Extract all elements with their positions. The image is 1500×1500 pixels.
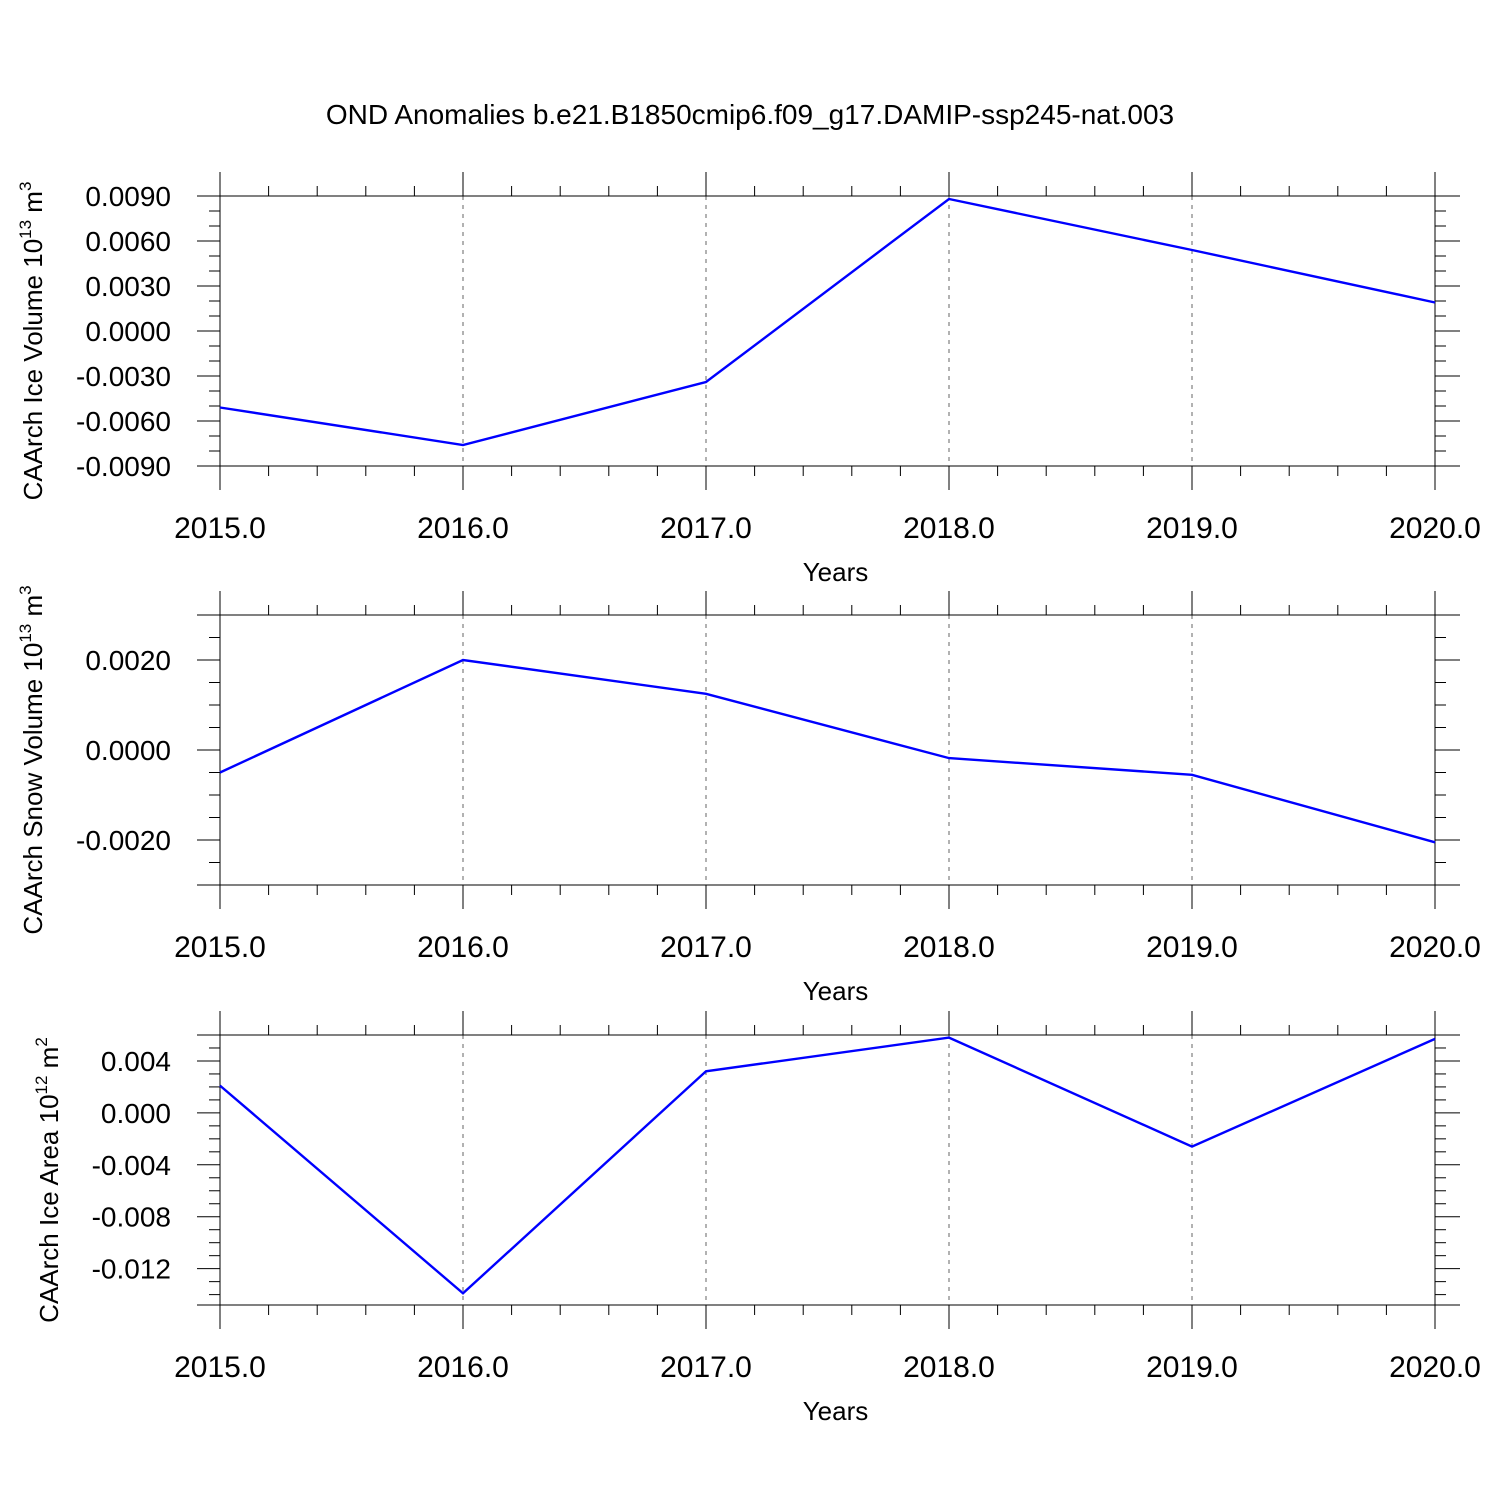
y-axis-title-exponent: 13	[16, 624, 35, 643]
y-axis-title: CAArch Snow Volume 1013 m3	[16, 585, 48, 934]
y-tick-label: 0.0030	[85, 271, 171, 302]
y-axis-title-exponent: 12	[32, 1076, 51, 1095]
series-line	[219, 658, 1436, 844]
y-axis-title-unit: m	[18, 191, 48, 220]
y-axis-title-unit-exponent: 3	[16, 182, 35, 191]
y-axis-title-unit-exponent: 2	[32, 1037, 51, 1046]
y-axis-title-unit: m	[18, 595, 48, 624]
y-tick-label: -0.0060	[76, 406, 171, 437]
x-axis-title: Years	[803, 976, 869, 1006]
x-tick-label: 2018.0	[903, 931, 995, 964]
x-tick-label: 2019.0	[1146, 1351, 1238, 1384]
y-axis-title-unit: m	[34, 1047, 64, 1076]
x-tick-label: 2016.0	[417, 1351, 509, 1384]
x-tick-label: 2020.0	[1389, 1351, 1481, 1384]
x-tick-label: 2016.0	[417, 512, 509, 545]
x-tick-label: 2017.0	[660, 931, 752, 964]
x-tick-label: 2020.0	[1389, 512, 1481, 545]
y-tick-label: 0.0000	[85, 316, 171, 347]
y-axis-title-text: CAArch Snow Volume 10	[18, 643, 48, 935]
y-tick-label: -0.0030	[76, 361, 171, 392]
x-tick-label: 2015.0	[174, 931, 266, 964]
x-tick-label: 2017.0	[660, 1351, 752, 1384]
x-axis-title: Years	[803, 557, 869, 587]
series-line	[219, 1036, 1436, 1295]
y-tick-label: 0.004	[101, 1046, 171, 1077]
y-tick-label: -0.0090	[76, 451, 171, 482]
x-tick-label: 2017.0	[660, 512, 752, 545]
x-tick-label: 2018.0	[903, 1351, 995, 1384]
y-tick-label: 0.0060	[85, 226, 171, 257]
x-tick-label: 2015.0	[174, 1351, 266, 1384]
x-tick-label: 2018.0	[903, 512, 995, 545]
figure-title: OND Anomalies b.e21.B1850cmip6.f09_g17.D…	[326, 99, 1174, 130]
x-tick-label: 2019.0	[1146, 931, 1238, 964]
y-tick-label: -0.004	[92, 1150, 171, 1181]
x-tick-label: 2015.0	[174, 512, 266, 545]
y-tick-label: -0.012	[92, 1254, 171, 1285]
y-tick-label: -0.0020	[76, 825, 171, 856]
y-tick-label: 0.000	[101, 1098, 171, 1129]
panel-2: 2015.0 2016.0 2017.0 2018.0 2019.0 2020.0 0.00…	[16, 585, 1481, 1006]
y-axis-title: CAArch Ice Volume 1013 m3	[16, 182, 48, 501]
panel-3: 2015.0 2016.0 2017.0 2018.0 2019.0 2020.0 0.00…	[32, 1011, 1481, 1426]
y-tick-label: 0.0020	[85, 645, 171, 676]
x-tick-label: 2019.0	[1146, 512, 1238, 545]
y-tick-label: -0.008	[92, 1202, 171, 1233]
series-line	[219, 197, 1436, 447]
y-axis-title: CAArch Ice Area 1012 m2	[32, 1037, 64, 1323]
y-tick-label: 0.0000	[85, 735, 171, 766]
y-axis-title-text: CAArch Ice Area 10	[34, 1094, 64, 1322]
y-axis-title-exponent: 13	[16, 220, 35, 239]
panels: 2015.0 2016.0 2017.0 2018.0 2019.0 2020.0 0.00…	[16, 172, 1481, 1426]
y-tick-label: 0.0090	[85, 181, 171, 212]
y-axis-title-text: CAArch Ice Volume 10	[18, 239, 48, 501]
panel-1: 2015.0 2016.0 2017.0 2018.0 2019.0 2020.0 0.00…	[16, 172, 1481, 587]
x-axis-title: Years	[803, 1396, 869, 1426]
x-tick-label: 2016.0	[417, 931, 509, 964]
y-axis-title-unit-exponent: 3	[16, 585, 35, 594]
x-tick-label: 2020.0	[1389, 931, 1481, 964]
